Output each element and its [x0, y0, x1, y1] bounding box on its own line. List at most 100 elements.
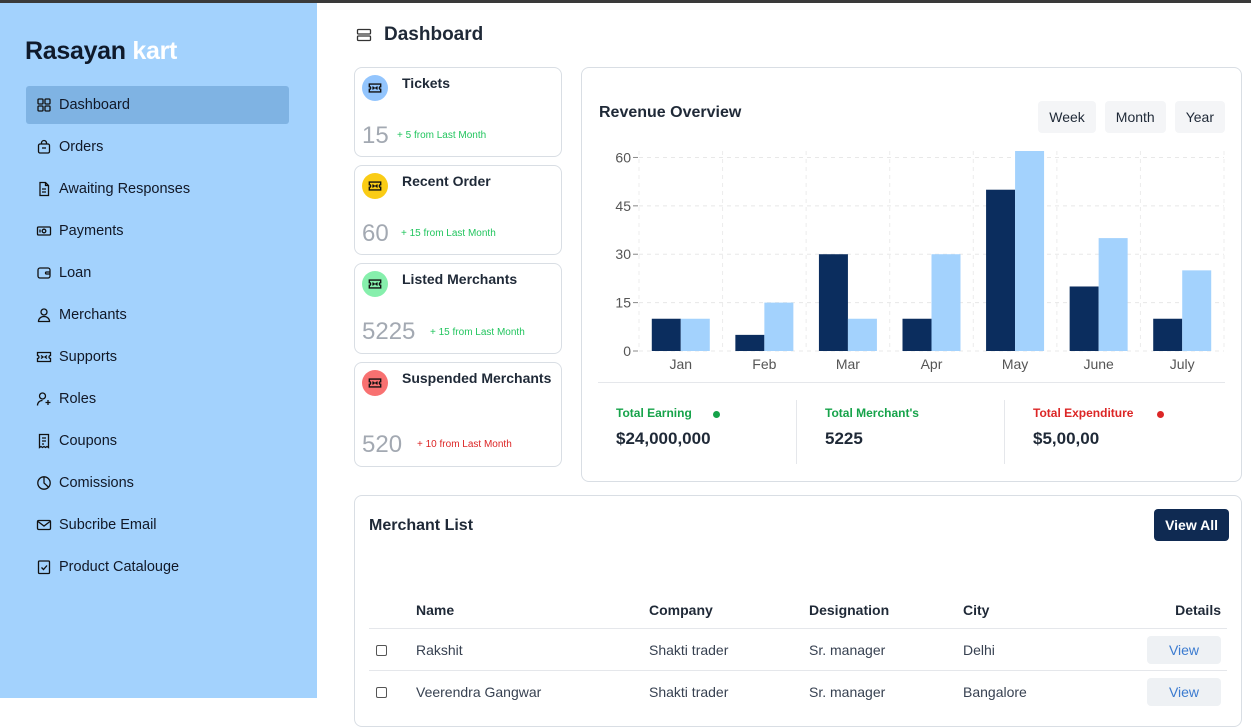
revenue-title: Revenue Overview — [599, 104, 742, 121]
sidebar-item-label: Coupons — [59, 433, 118, 449]
page-header: Dashboard — [356, 24, 483, 46]
mail-icon — [36, 519, 52, 531]
cell-company: Shakti trader — [649, 684, 729, 700]
sidebar-item-orders[interactable]: Orders — [26, 128, 289, 166]
y-tick-label: 45 — [615, 198, 631, 214]
x-tick-label: Apr — [921, 356, 943, 372]
sidebar-item-subcribe-email[interactable]: Subcribe Email — [26, 506, 289, 544]
cell-city: Bangalore — [963, 684, 1027, 700]
column-header-details[interactable]: Details — [1175, 602, 1221, 618]
bar — [1182, 270, 1212, 351]
sidebar: Rasayan kart Dashboard Orders Awaiting R… — [0, 3, 317, 698]
stat-card-suspended-merchants[interactable]: Suspended Merchants 520 + 10 from Last M… — [354, 362, 562, 467]
stat-title: Recent Order — [402, 173, 491, 189]
view-details-button[interactable]: View — [1147, 636, 1221, 664]
stat-delta: + 15 from Last Month — [401, 228, 496, 239]
layers-icon[interactable] — [356, 27, 372, 43]
sidebar-item-label: Dashboard — [59, 97, 130, 113]
bag-icon — [37, 139, 51, 154]
receipt-icon — [38, 433, 50, 449]
period-week-button[interactable]: Week — [1038, 101, 1096, 133]
sidebar-item-merchants[interactable]: Merchants — [26, 296, 289, 334]
stat-value: 60 — [362, 220, 389, 247]
summary-total-expenditure: Total Expenditure $5,00,00 — [1033, 406, 1164, 449]
summary-separator — [1004, 400, 1005, 464]
stat-title: Tickets — [402, 75, 450, 91]
status-dot — [1157, 411, 1164, 418]
stat-card-tickets[interactable]: Tickets 15 + 5 from Last Month — [354, 67, 562, 157]
sidebar-item-roles[interactable]: Roles — [26, 380, 289, 418]
stat-value: 5225 — [362, 318, 416, 345]
x-tick-label: June — [1083, 356, 1114, 372]
user-icon — [37, 308, 51, 323]
sidebar-item-comissions[interactable]: Comissions — [26, 464, 289, 502]
clipboard-check-icon — [37, 560, 51, 575]
sidebar-item-label: Payments — [59, 223, 124, 239]
period-selector: Week Month Year — [1038, 101, 1225, 133]
sidebar-item-label: Loan — [59, 265, 92, 281]
view-all-button[interactable]: View All — [1154, 509, 1229, 541]
revenue-overview-card: Revenue Overview Week Month Year 0 15 30 45… — [581, 67, 1242, 482]
column-header-designation[interactable]: Designation — [809, 602, 890, 618]
y-tick-label: 60 — [615, 149, 631, 165]
sidebar-item-coupons[interactable]: Coupons — [26, 422, 289, 460]
y-tick-label: 15 — [615, 295, 631, 311]
ticket-icon — [368, 279, 382, 289]
column-header-name[interactable]: Name — [416, 602, 455, 618]
column-header-company[interactable]: Company — [649, 602, 713, 618]
merchant-list-title: Merchant List — [369, 517, 474, 534]
row-checkbox[interactable] — [376, 645, 387, 656]
sidebar-item-payments[interactable]: Payments — [26, 212, 289, 250]
period-month-button[interactable]: Month — [1104, 101, 1166, 133]
revenue-bar-chart: 0 15 30 45 60 Jan Feb Mar Apr May June July — [615, 149, 1225, 372]
row-checkbox[interactable] — [376, 687, 387, 698]
column-header-city[interactable]: City — [963, 602, 990, 618]
user-plus-icon — [36, 392, 51, 406]
sidebar-item-supports[interactable]: Supports — [26, 338, 289, 376]
y-tick-label: 0 — [623, 343, 631, 359]
sidebar-item-label: Product Catalouge — [59, 559, 180, 575]
sidebar-item-label: Subcribe Email — [59, 517, 157, 533]
grid-icon — [37, 98, 51, 112]
stat-icon-wrapper — [362, 75, 388, 101]
bar — [931, 254, 961, 351]
sidebar-item-loan[interactable]: Loan — [26, 254, 289, 292]
stat-delta: + 10 from Last Month — [417, 439, 512, 450]
stat-icon-wrapper — [362, 173, 388, 199]
period-year-button[interactable]: Year — [1174, 101, 1225, 133]
x-tick-label: May — [1002, 356, 1028, 372]
window-top-border — [0, 0, 1251, 3]
cell-company: Shakti trader — [649, 642, 729, 658]
sidebar-item-product-catalouge[interactable]: Product Catalouge — [26, 548, 289, 586]
table-row: Veerendra Gangwar Shakti trader Sr. mana… — [369, 670, 1227, 713]
sidebar-item-label: Roles — [59, 391, 97, 407]
x-tick-label: Jan — [669, 356, 692, 372]
view-details-button[interactable]: View — [1147, 678, 1221, 706]
stat-card-listed-merchants[interactable]: Listed Merchants 5225 + 15 from Last Mon… — [354, 263, 562, 354]
x-tick-label: Feb — [752, 356, 776, 372]
bar — [1069, 286, 1099, 351]
summary-total-earning: Total Earning $24,000,000 — [616, 406, 720, 449]
sidebar-item-dashboard[interactable]: Dashboard — [26, 86, 289, 124]
sidebar-item-label: Comissions — [59, 475, 134, 491]
sidebar-nav: Dashboard Orders Awaiting Responses Paym… — [26, 86, 289, 590]
brand-name-primary: Rasayan — [25, 37, 126, 65]
bar — [902, 318, 932, 351]
status-dot — [713, 411, 720, 418]
summary-total-merchants: Total Merchant's 5225 — [825, 406, 919, 449]
brand-logo[interactable]: Rasayan kart — [25, 37, 177, 66]
summary-label: Total Expenditure — [1033, 406, 1134, 420]
document-icon — [39, 181, 50, 197]
sidebar-item-label: Awaiting Responses — [59, 181, 191, 197]
bar — [735, 334, 765, 351]
sidebar-item-label: Supports — [59, 349, 118, 365]
summary-value: $5,00,00 — [1033, 429, 1100, 448]
bar — [818, 254, 848, 351]
brand-name-accent: kart — [132, 37, 178, 65]
bar — [764, 302, 794, 351]
stat-card-recent-order[interactable]: Recent Order 60 + 15 from Last Month — [354, 165, 562, 255]
stat-value: 15 — [362, 122, 389, 149]
cell-city: Delhi — [963, 642, 995, 658]
sidebar-item-awaiting-responses[interactable]: Awaiting Responses — [26, 170, 289, 208]
ticket-icon — [36, 351, 52, 363]
